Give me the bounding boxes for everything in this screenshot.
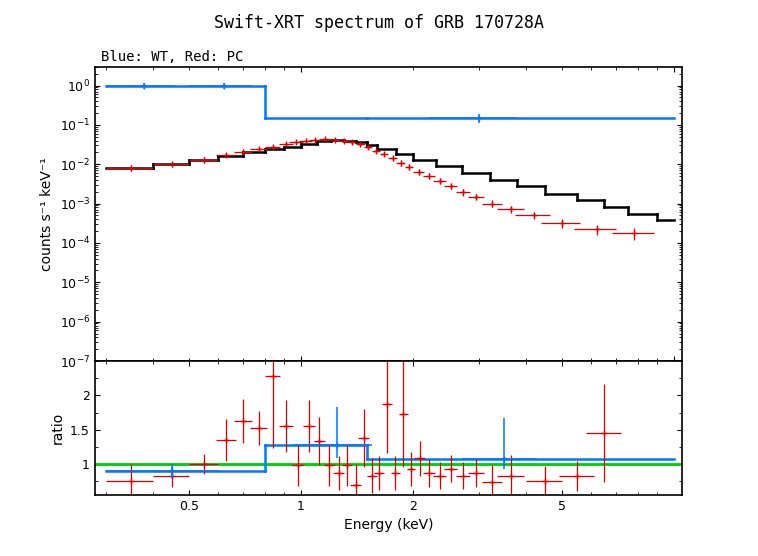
X-axis label: Energy (keV): Energy (keV) bbox=[343, 518, 434, 532]
Y-axis label: ratio: ratio bbox=[51, 412, 64, 444]
Text: Blue: WT, Red: PC: Blue: WT, Red: PC bbox=[101, 50, 243, 64]
Text: Swift-XRT spectrum of GRB 170728A: Swift-XRT spectrum of GRB 170728A bbox=[214, 14, 544, 32]
Y-axis label: counts s⁻¹ keV⁻¹: counts s⁻¹ keV⁻¹ bbox=[40, 157, 54, 271]
